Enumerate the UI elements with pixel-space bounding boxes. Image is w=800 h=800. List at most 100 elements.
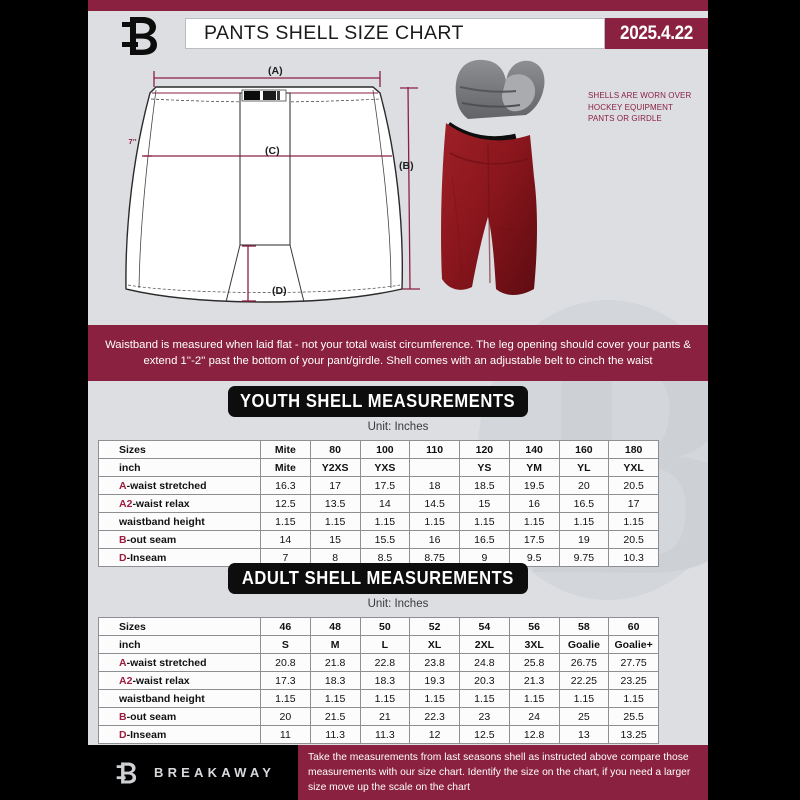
youth-heading-text: YOUTH SHELL MEASUREMENTS <box>240 391 516 411</box>
table-row: A2-waist relax 17.3 18.3 18.3 19.3 20.3 21.3 22… <box>98 671 659 690</box>
table-cell: 21 <box>359 707 411 726</box>
table-cell: 1.15 <box>359 689 411 708</box>
table-cell: 25 <box>558 707 610 726</box>
footer-note-block: Take the measurements from last seasons … <box>298 745 708 800</box>
table-cell: 20.3 <box>459 671 510 690</box>
table-cell: 16 <box>409 530 460 549</box>
table-cell: 1.15 <box>608 689 659 708</box>
date-text: 2025.4.22 <box>620 22 693 44</box>
table-cell: 180 <box>608 440 659 459</box>
table-cell: 24.8 <box>459 653 510 672</box>
table-cell: 1.15 <box>309 512 361 531</box>
table-cell: 22.8 <box>359 653 411 672</box>
table-row: Sizes Mite 80 100 110 120 140 160 180 <box>98 440 659 459</box>
row-label: waistband height <box>98 512 261 531</box>
footer-brand-block: BREAKAWAY <box>88 745 298 800</box>
youth-section-heading: YOUTH SHELL MEASUREMENTS <box>228 386 528 417</box>
table-cell: 15 <box>459 494 510 513</box>
table-cell: 13 <box>558 725 610 744</box>
row-label: Sizes <box>98 617 261 636</box>
table-cell: Goalie <box>558 635 610 654</box>
hockey-pant-shell-photo <box>441 59 545 295</box>
table-cell: 18.3 <box>359 671 411 690</box>
table-cell: 14 <box>260 530 311 549</box>
table-cell <box>409 458 460 477</box>
table-cell: 8.75 <box>409 548 460 567</box>
table-cell: 22.25 <box>558 671 610 690</box>
table-cell: 21.5 <box>309 707 361 726</box>
table-cell: 13.25 <box>608 725 659 744</box>
table-cell: Mite <box>260 458 311 477</box>
table-cell: 1.15 <box>409 689 460 708</box>
row-label: B-out seam <box>98 707 261 726</box>
table-cell: 1.15 <box>459 689 510 708</box>
table-cell: 17 <box>309 476 361 495</box>
table-cell: 1.15 <box>260 689 311 708</box>
table-cell: 12 <box>409 725 460 744</box>
table-cell: 58 <box>558 617 610 636</box>
table-cell: 9.75 <box>558 548 610 567</box>
table-cell: 18.3 <box>309 671 361 690</box>
table-cell: 15.5 <box>359 530 411 549</box>
row-label: B-out seam <box>98 530 261 549</box>
table-cell: 56 <box>508 617 560 636</box>
photo-note: SHELLS ARE WORN OVER HOCKEY EQUIPMENT PA… <box>588 91 692 124</box>
footer-brand-name: BREAKAWAY <box>154 765 276 780</box>
table-cell: 11 <box>260 725 311 744</box>
row-label-prefix: A <box>119 479 127 492</box>
table-cell: YM <box>508 458 560 477</box>
row-label-prefix: D <box>119 728 127 741</box>
dimension-label-c: (C) <box>265 145 280 157</box>
table-cell: YXL <box>608 458 659 477</box>
row-label: inch <box>98 458 261 477</box>
table-cell: 20 <box>260 707 311 726</box>
table-cell: 52 <box>409 617 460 636</box>
table-cell: 54 <box>459 617 510 636</box>
table-cell: YS <box>459 458 510 477</box>
table-cell: 12.5 <box>260 494 311 513</box>
table-cell: 27.75 <box>608 653 659 672</box>
table-cell: 1.15 <box>558 512 610 531</box>
table-cell: 16.5 <box>459 530 510 549</box>
table-cell: 9 <box>459 548 510 567</box>
row-label-prefix: B <box>119 710 127 723</box>
row-label: D-Inseam <box>98 548 261 567</box>
table-cell: 21.3 <box>508 671 560 690</box>
table-cell: 18 <box>409 476 460 495</box>
table-cell: 2XL <box>459 635 510 654</box>
table-row: D-Inseam 7 8 8.5 8.75 9 9.5 9.75 10.3 <box>98 548 659 567</box>
table-row: D-Inseam 11 11.3 11.3 12 12.5 12.8 13 13.25 <box>98 725 659 744</box>
breakaway-b-logo-icon <box>116 761 137 784</box>
dimension-label-b: (B) <box>399 160 414 172</box>
table-cell: 18.5 <box>459 476 510 495</box>
table-cell: 15 <box>309 530 361 549</box>
table-cell: 20.5 <box>608 530 659 549</box>
row-label: A2-waist relax <box>98 671 261 690</box>
adult-size-table: Sizes 46 48 50 52 54 56 58 60 inch S M L XL 2XL 3XL Goal… <box>98 617 659 744</box>
date-badge: 2025.4.22 <box>605 18 708 49</box>
table-cell: 120 <box>459 440 510 459</box>
table-cell: 1.15 <box>608 512 659 531</box>
youth-unit-label: Unit: Inches <box>367 421 429 433</box>
table-cell: 20.8 <box>260 653 311 672</box>
table-cell: 80 <box>309 440 361 459</box>
table-cell: YXS <box>359 458 411 477</box>
table-cell: 50 <box>359 617 411 636</box>
page-title: PANTS SHELL SIZE CHART <box>204 22 464 44</box>
table-cell: 19 <box>558 530 610 549</box>
adult-table-wrap: Sizes 46 48 50 52 54 56 58 60 inch S M L XL 2XL 3XL Goal… <box>98 617 659 744</box>
table-cell: 1.15 <box>260 512 311 531</box>
table-cell: 22.3 <box>409 707 460 726</box>
table-cell: 17.5 <box>508 530 560 549</box>
table-cell: 110 <box>409 440 460 459</box>
table-cell: 1.15 <box>409 512 460 531</box>
adult-unit-label: Unit: Inches <box>367 598 429 610</box>
row-label: A-waist stretched <box>98 476 261 495</box>
table-row: Sizes 46 48 50 52 54 56 58 60 <box>98 617 659 636</box>
table-row: inch Mite Y2XS YXS YS YM YL YXL <box>98 458 659 477</box>
row-label: D-Inseam <box>98 725 261 744</box>
table-cell: 46 <box>260 617 311 636</box>
table-row: A-waist stretched 16.3 17 17.5 18 18.5 19.5 20 2… <box>98 476 659 495</box>
table-cell: 48 <box>309 617 361 636</box>
row-label: waistband height <box>98 689 261 708</box>
